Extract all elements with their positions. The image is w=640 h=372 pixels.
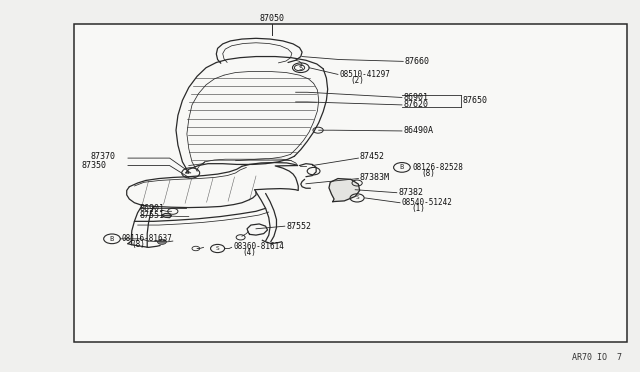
Text: (4): (4) <box>242 248 256 257</box>
Text: 87660: 87660 <box>404 57 429 66</box>
Text: (8): (8) <box>131 240 145 249</box>
Text: 86490A: 86490A <box>403 126 433 135</box>
Text: S: S <box>216 246 220 251</box>
Text: 08116-81637: 08116-81637 <box>122 234 172 243</box>
Circle shape <box>157 239 166 244</box>
Text: 08540-51242: 08540-51242 <box>401 198 452 207</box>
Text: 87370: 87370 <box>91 153 116 161</box>
Text: 87383M: 87383M <box>360 173 390 182</box>
Text: (8): (8) <box>421 169 435 178</box>
Text: AR70 IO  7: AR70 IO 7 <box>572 353 622 362</box>
Text: 86901: 86901 <box>403 93 428 102</box>
Text: B: B <box>110 236 114 242</box>
Text: S: S <box>299 65 303 71</box>
Text: 87452: 87452 <box>360 153 385 161</box>
Text: 08126-82528: 08126-82528 <box>412 163 463 172</box>
Text: 87050: 87050 <box>259 14 285 23</box>
Text: 87620: 87620 <box>403 100 428 109</box>
Text: (1): (1) <box>411 204 425 213</box>
Text: 87551: 87551 <box>140 211 164 219</box>
Text: 87650: 87650 <box>462 96 487 105</box>
Text: 87350: 87350 <box>82 161 107 170</box>
Text: 87382: 87382 <box>398 188 423 197</box>
Text: 08510-41297: 08510-41297 <box>339 70 390 79</box>
Text: 86901: 86901 <box>140 204 164 213</box>
Text: B: B <box>400 164 404 170</box>
Text: 08360-81614: 08360-81614 <box>234 242 284 251</box>
Text: (2): (2) <box>350 76 364 85</box>
Polygon shape <box>329 179 360 202</box>
Bar <box>74 24 627 342</box>
Text: S: S <box>355 195 359 201</box>
Text: 87552: 87552 <box>286 222 311 231</box>
